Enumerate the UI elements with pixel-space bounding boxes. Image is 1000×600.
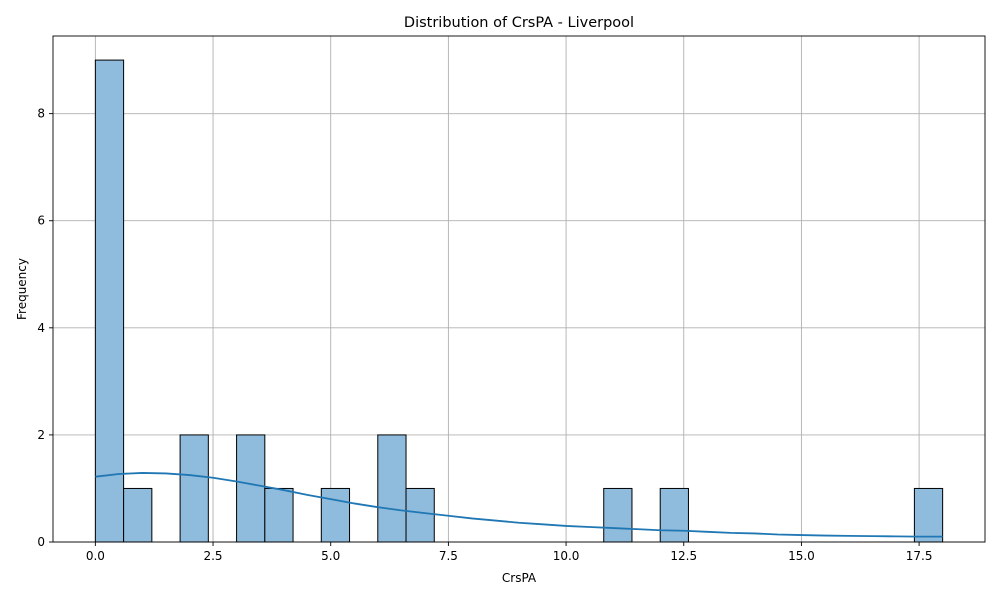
y-tick-label: 0 (37, 535, 45, 549)
histogram-bar (659, 487, 689, 543)
x-tick-label: 12.5 (670, 549, 697, 563)
x-tick-label: 15.0 (788, 549, 815, 563)
x-tick-label: 2.5 (203, 549, 222, 563)
histogram-bar (377, 434, 407, 543)
histogram-bar (236, 434, 266, 543)
histogram-bars (94, 59, 944, 543)
histogram-bar (405, 487, 435, 543)
y-axis-ticks: 0 2 4 6 8 (37, 107, 53, 549)
chart-title: Distribution of CrsPA - Liverpool (404, 15, 634, 31)
histogram-bar (123, 487, 153, 543)
histogram-bar (94, 59, 125, 543)
y-tick-label: 4 (37, 321, 45, 335)
histogram-bar (264, 487, 294, 543)
histogram-bar (179, 434, 209, 543)
y-tick-label: 6 (37, 214, 45, 228)
y-tick-label: 8 (37, 107, 45, 121)
histogram-bar (603, 487, 633, 543)
x-tick-label: 0.0 (86, 549, 105, 563)
x-tick-label: 10.0 (553, 549, 580, 563)
x-tick-label: 7.5 (439, 549, 458, 563)
x-axis-ticks: 0.0 2.5 5.0 7.5 10.0 12.5 15.0 17.5 (86, 542, 933, 563)
x-tick-label: 17.5 (906, 549, 933, 563)
x-tick-label: 5.0 (321, 549, 340, 563)
y-axis-label: Frequency (15, 258, 29, 320)
kde-curve (95, 472, 943, 538)
histogram-bar (320, 487, 351, 543)
x-axis-label: CrsPA (502, 571, 537, 585)
histogram-bar (913, 487, 944, 543)
y-tick-label: 2 (37, 428, 45, 442)
plot-frame (52, 35, 986, 543)
